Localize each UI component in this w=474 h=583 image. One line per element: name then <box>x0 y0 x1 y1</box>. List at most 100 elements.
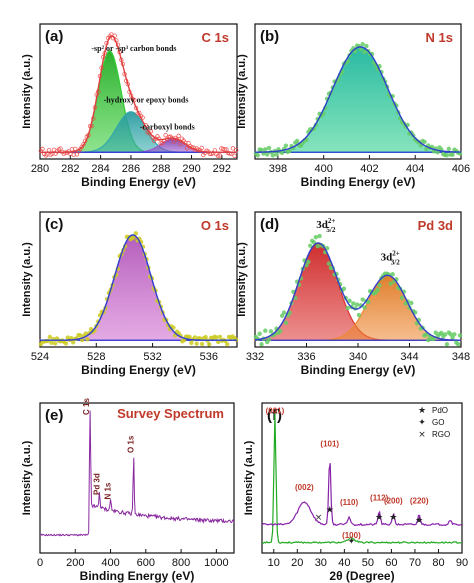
data-point <box>279 313 285 318</box>
miller-index-label: (220) <box>410 497 429 506</box>
panel-2: 398 400 402 404 406 Binding Energy (eV) Intens… <box>236 23 470 189</box>
x-tick-label: 292 <box>213 163 231 175</box>
data-point <box>189 340 194 346</box>
data-point <box>207 342 212 347</box>
legend-label: PdO <box>432 406 448 415</box>
data-point <box>70 340 76 345</box>
x-axis-label: Binding Energy (eV) <box>301 363 416 377</box>
data-point <box>356 312 362 318</box>
data-point <box>214 335 219 340</box>
y-axis-label: Intensity (a.u.) <box>21 440 33 515</box>
data-point <box>450 335 455 340</box>
data-point <box>283 143 289 148</box>
peak-annotation: 3d2+ 3/2 <box>381 250 401 267</box>
y-axis-label: Intensity (a.u.) <box>21 242 33 317</box>
data-point <box>388 281 393 286</box>
x-tick-label: 282 <box>61 163 79 175</box>
data-point <box>422 139 427 145</box>
x-tick-label: 80 <box>432 557 444 569</box>
panel-6: 10 20 30 40 50 60 70 80 90 2θ (Degree) Intensity (… <box>243 402 468 583</box>
data-point <box>194 341 199 346</box>
data-point <box>270 153 275 158</box>
data-point <box>224 341 230 347</box>
peak-marker: ★ <box>415 516 423 526</box>
miller-index-label: (100) <box>342 531 361 540</box>
annotation-sup: 2+ <box>392 250 400 258</box>
miller-index-label: (112) <box>370 494 389 503</box>
plot-frame <box>39 23 238 160</box>
data-point <box>264 152 270 157</box>
data-point <box>199 145 204 151</box>
y-axis-label: Intensity (a.u.) <box>236 242 248 317</box>
data-point <box>187 334 192 340</box>
x-tick-label: 402 <box>360 163 378 175</box>
data-point <box>354 302 360 307</box>
data-point <box>217 334 223 340</box>
x-tick-label: 20 <box>291 557 303 569</box>
data-point <box>317 233 322 239</box>
data-point <box>259 147 264 153</box>
data-point <box>199 341 205 347</box>
data-point <box>85 337 90 342</box>
data-point <box>345 305 350 311</box>
x-tick-label: 340 <box>349 351 367 363</box>
peak-marker: × <box>315 513 323 523</box>
data-point <box>360 297 365 302</box>
data-point <box>444 342 450 347</box>
data-point <box>294 138 300 144</box>
x-tick-label: 280 <box>31 163 49 175</box>
x-tick-label: 400 <box>101 557 119 569</box>
x-axis-label: Binding Energy (eV) <box>80 569 195 583</box>
envelope-fit <box>40 35 237 153</box>
panel-letter: (b) <box>260 28 279 45</box>
data-point <box>362 305 367 310</box>
x-tick-label: 1000 <box>204 557 228 569</box>
x-tick-label: 800 <box>172 557 190 569</box>
panel-3: 524 528 532 536 Binding Energy (eV) Intensity… <box>21 211 239 377</box>
data-point <box>192 335 198 340</box>
survey-peak-label: C 1s <box>82 398 91 415</box>
data-point <box>306 259 311 265</box>
data-point <box>257 331 262 336</box>
data-point <box>360 42 365 47</box>
data-point <box>178 141 183 147</box>
data-point <box>133 231 139 236</box>
data-point <box>259 342 264 347</box>
y-axis-label: Intensity (a.u.) <box>243 440 255 515</box>
data-point <box>442 332 448 337</box>
data-point <box>278 328 283 334</box>
x-tick-label: 332 <box>246 351 264 363</box>
data-point <box>274 152 279 157</box>
data-point <box>450 152 455 157</box>
panel-4: 332 336 340 344 348 Binding Energy (eV) Intens… <box>236 211 470 377</box>
data-point <box>53 341 58 346</box>
x-tick-label: 348 <box>452 351 470 363</box>
data-point <box>366 299 371 305</box>
peak-marker: ★ <box>375 513 383 523</box>
legend-label: RGO <box>432 430 450 439</box>
x-tick-label: 284 <box>91 163 109 175</box>
panel-title: Pd 3d <box>418 218 453 233</box>
peak-annotation: -sp² or -sp³ carbon bonds <box>91 44 176 53</box>
data-point <box>446 146 452 152</box>
panel-letter: (e) <box>45 407 63 424</box>
envelope-fit <box>254 242 461 341</box>
data-point <box>171 325 176 330</box>
data-point <box>232 153 237 158</box>
data-point <box>263 328 268 333</box>
data-point <box>358 47 364 52</box>
miller-index-label: (101) <box>320 440 339 449</box>
x-axis-label: Binding Energy (eV) <box>301 175 416 189</box>
data-point <box>375 287 380 293</box>
data-point <box>203 334 208 340</box>
miller-index-label: (200) <box>384 497 403 506</box>
data-point <box>362 49 367 55</box>
x-tick-label: 404 <box>406 163 424 175</box>
plot-frame <box>39 211 238 348</box>
data-point <box>266 337 272 342</box>
panel-title: N 1s <box>426 30 453 45</box>
annotation-sub: 5/2 <box>326 226 335 234</box>
data-point <box>313 234 319 240</box>
x-tick-label: 60 <box>385 557 397 569</box>
y-axis-label: Intensity (a.u.) <box>21 54 33 129</box>
